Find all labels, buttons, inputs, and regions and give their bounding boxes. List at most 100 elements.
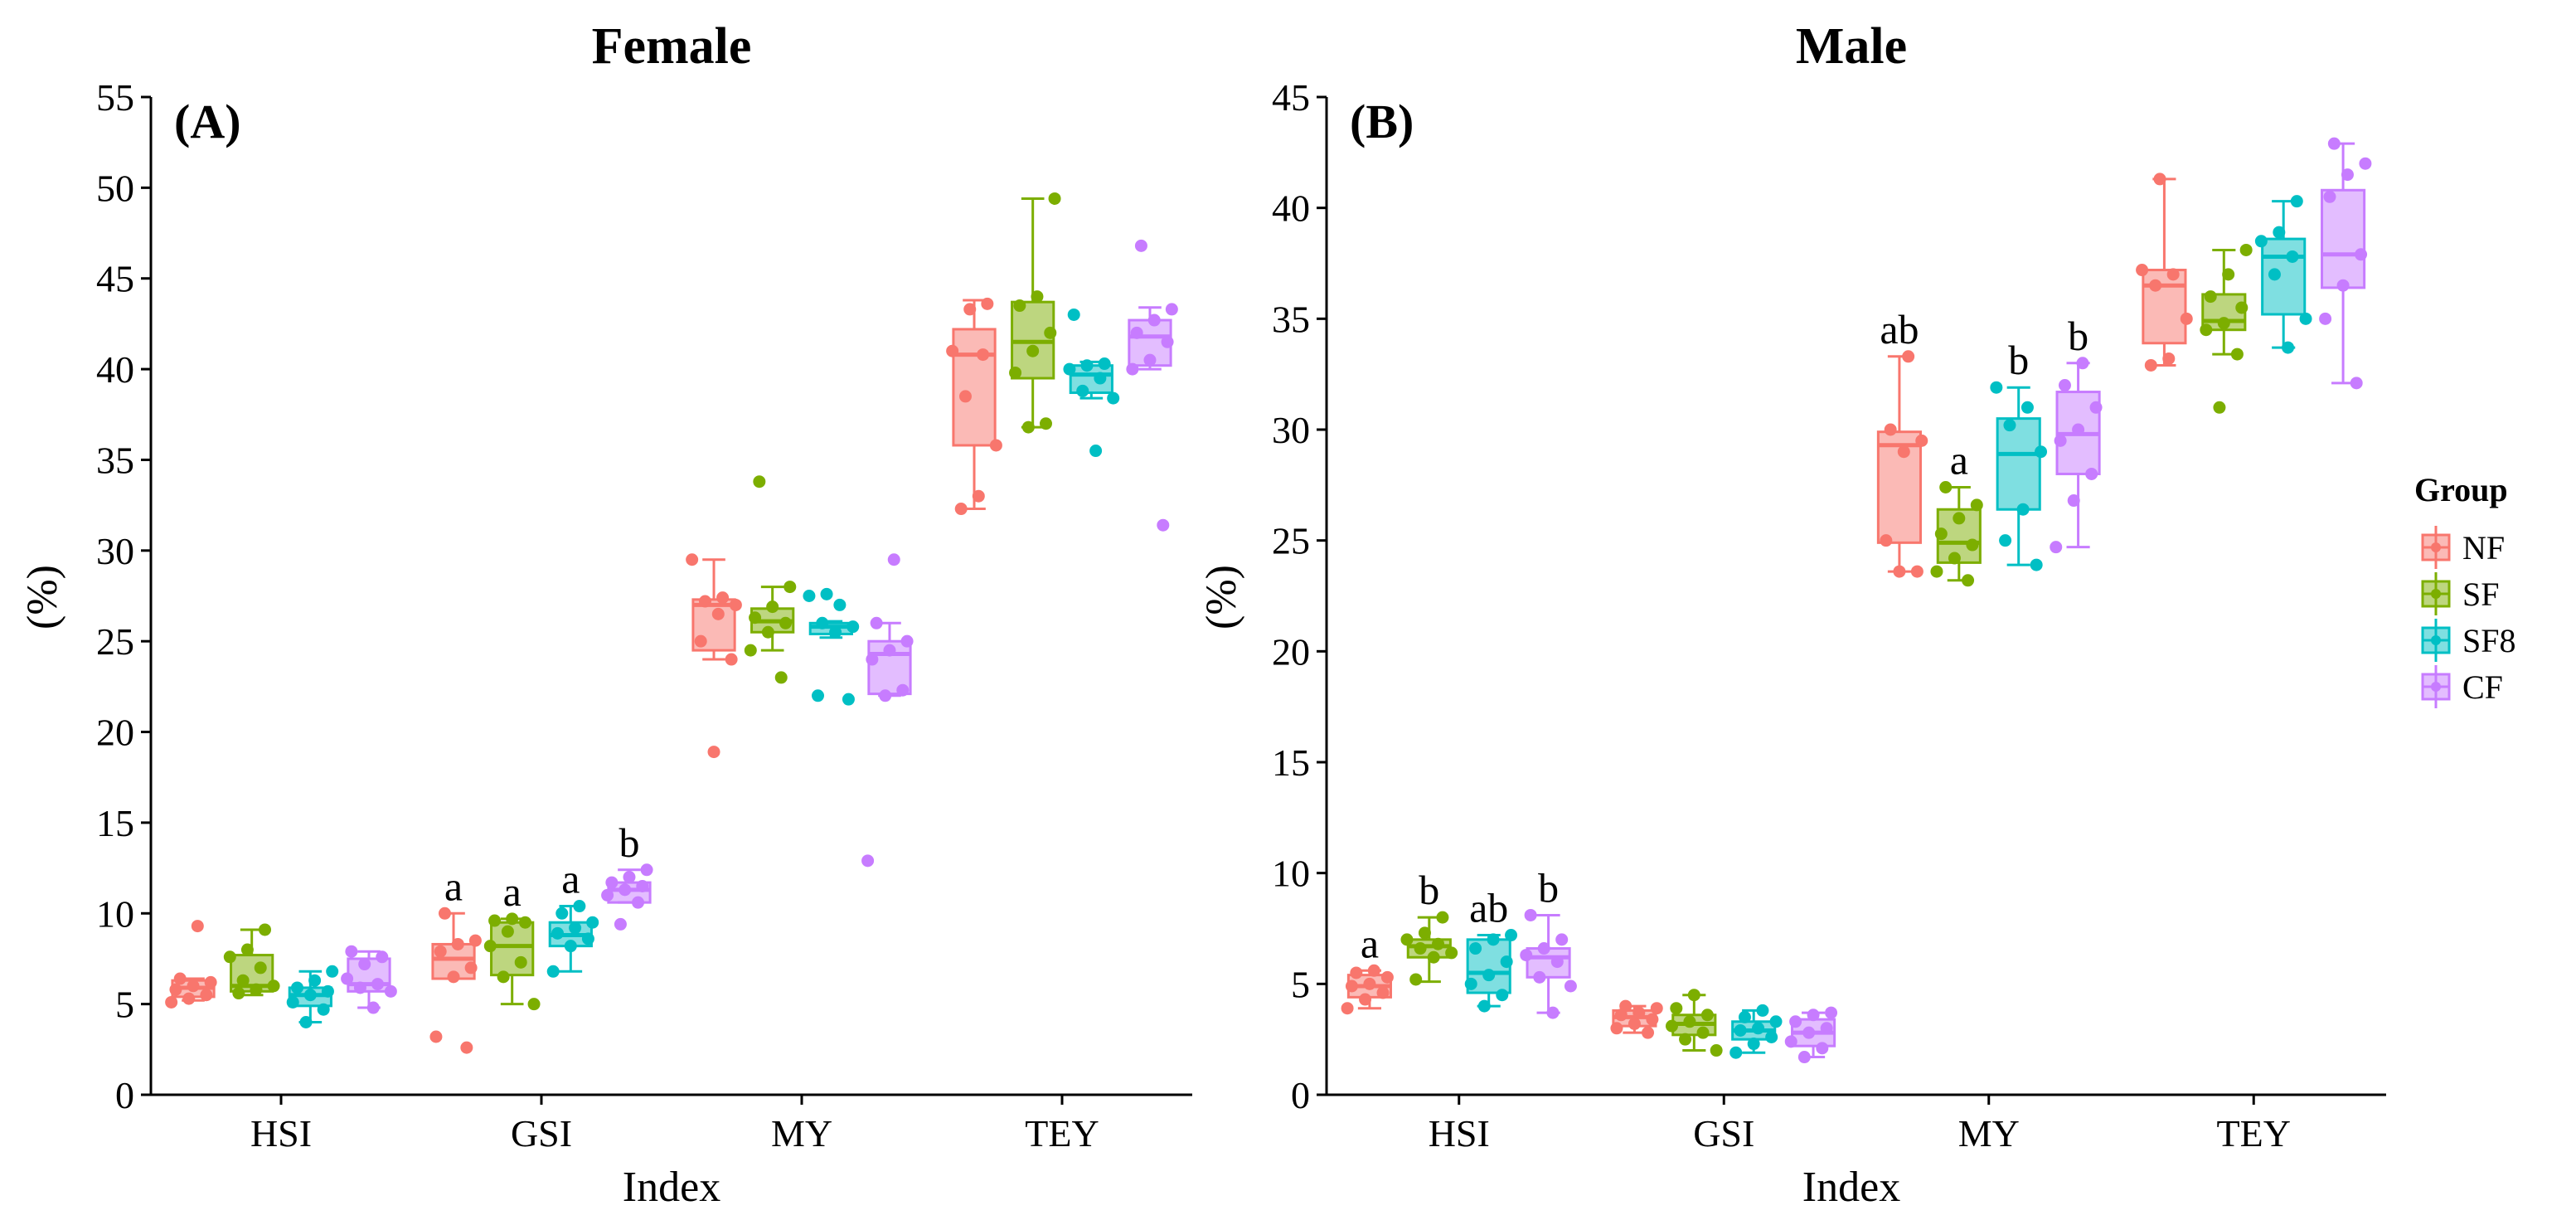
data-point xyxy=(2058,379,2071,392)
data-point xyxy=(1752,1022,1765,1035)
data-point xyxy=(842,693,855,706)
data-point xyxy=(1897,445,1910,459)
legend-item-sf8: SF8 xyxy=(2421,619,2516,662)
legend-title: Group xyxy=(2414,471,2508,508)
data-point xyxy=(619,883,632,897)
data-point xyxy=(317,1003,330,1016)
data-point xyxy=(1880,534,1893,547)
data-point xyxy=(2273,226,2286,239)
data-point xyxy=(816,616,829,629)
data-point xyxy=(725,653,738,666)
data-point xyxy=(267,979,280,993)
data-point xyxy=(1031,290,1044,304)
data-point xyxy=(1013,299,1026,313)
data-point xyxy=(187,979,200,993)
panel-label: (B) xyxy=(1350,95,1414,148)
data-point xyxy=(614,917,627,931)
box-hsi-nf: a xyxy=(1341,920,1394,1015)
data-point xyxy=(1893,565,1906,578)
data-point xyxy=(954,503,968,516)
data-point xyxy=(236,974,250,987)
data-point xyxy=(1816,1042,1829,1055)
data-point xyxy=(1537,942,1550,955)
data-point xyxy=(1363,977,1376,990)
y-tick-label: 10 xyxy=(1272,853,1310,895)
data-point xyxy=(1784,1035,1797,1048)
data-point xyxy=(569,921,582,935)
x-tick-label: HSI xyxy=(1429,1112,1490,1154)
data-point xyxy=(321,984,334,998)
y-tick-label: 5 xyxy=(1291,963,1310,1005)
data-point xyxy=(1524,908,1537,921)
data-point xyxy=(1487,933,1500,946)
data-point xyxy=(1555,933,1569,946)
box-tey-sf8 xyxy=(2254,195,2312,354)
data-point xyxy=(1076,384,1089,397)
data-point xyxy=(1147,314,1161,327)
y-tick-label: 25 xyxy=(1272,520,1310,562)
data-point xyxy=(981,297,994,310)
data-point xyxy=(1756,1004,1769,1017)
data-point xyxy=(1380,970,1394,984)
box-body xyxy=(1996,417,2041,511)
data-point xyxy=(384,984,397,998)
data-point xyxy=(2136,264,2149,277)
data-point xyxy=(1910,565,1924,578)
y-tick-label: 20 xyxy=(96,712,134,754)
data-point xyxy=(1802,1026,1816,1039)
data-point xyxy=(2286,250,2299,263)
data-point xyxy=(1665,1019,1678,1033)
box-hsi-cf: b xyxy=(1520,864,1577,1019)
data-point xyxy=(200,989,213,1002)
data-point xyxy=(1999,534,2012,547)
significance-letter: a xyxy=(561,856,580,902)
data-point xyxy=(303,989,317,1002)
data-point xyxy=(2072,423,2085,436)
data-point xyxy=(1734,1023,1747,1037)
data-point xyxy=(711,607,725,620)
significance-letter: a xyxy=(1950,437,1968,484)
y-tick-label: 35 xyxy=(96,439,134,481)
significance-letter: b xyxy=(1419,867,1439,913)
box-gsi-cf: b xyxy=(601,819,653,931)
data-point xyxy=(1619,999,1632,1013)
data-point xyxy=(2200,323,2213,337)
significance-letter: b xyxy=(619,819,639,866)
data-point xyxy=(1044,326,1057,339)
data-point xyxy=(1747,1038,1760,1051)
data-point xyxy=(1080,359,1094,372)
box-gsi-sf8: a xyxy=(546,856,599,978)
data-point xyxy=(1825,1006,1838,1019)
box-hsi-cf xyxy=(341,945,397,1014)
data-point xyxy=(896,683,910,697)
box-gsi-nf xyxy=(1610,999,1663,1039)
data-point xyxy=(729,598,742,611)
y-axis-label: (%) xyxy=(19,565,66,629)
data-point xyxy=(1063,362,1076,376)
legend-label: SF xyxy=(2462,576,2500,613)
box-hsi-sf: b xyxy=(1400,867,1458,986)
data-point xyxy=(1026,344,1040,357)
data-point xyxy=(429,1030,443,1043)
data-point xyxy=(766,600,779,614)
data-point xyxy=(1432,937,1445,950)
data-point xyxy=(1427,950,1440,964)
y-tick-label: 10 xyxy=(96,892,134,935)
legend-label: SF8 xyxy=(2462,622,2516,659)
data-point xyxy=(1098,357,1111,371)
box-gsi-sf xyxy=(1665,989,1723,1057)
significance-letter: ab xyxy=(1469,885,1508,931)
data-point xyxy=(345,945,358,958)
y-tick-label: 55 xyxy=(96,76,134,119)
box-my-sf8 xyxy=(803,587,860,706)
data-point xyxy=(989,439,1002,452)
data-point xyxy=(761,625,774,639)
data-point xyxy=(829,625,842,639)
data-point xyxy=(1464,977,1477,990)
data-point xyxy=(2230,348,2244,361)
data-point xyxy=(2035,445,2048,459)
data-point xyxy=(2180,312,2193,325)
